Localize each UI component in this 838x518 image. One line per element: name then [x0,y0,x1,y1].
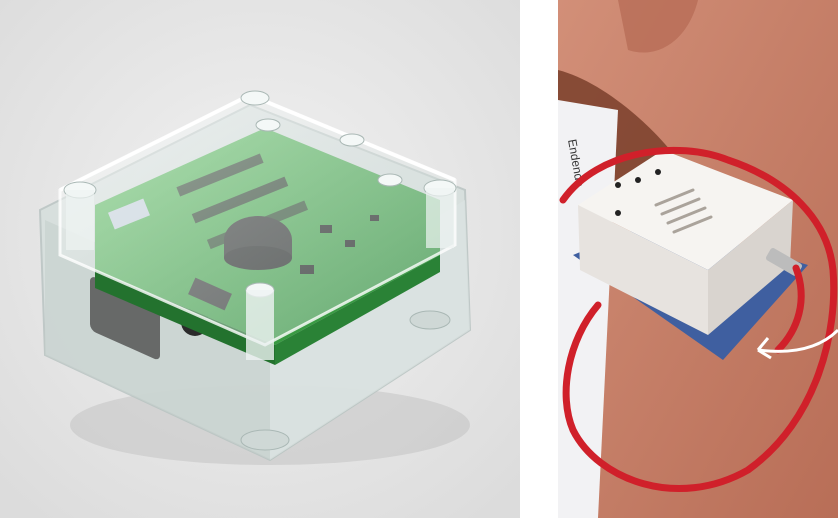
device-photo-illustration: Endende [558,0,838,518]
led-3 [655,169,661,175]
box-top [578,150,793,270]
front-connector [90,277,160,360]
mat-shape-top [618,0,698,53]
panel-divider [520,0,558,518]
right-product-photo: Endende [558,0,838,518]
mat-arrow [757,328,838,353]
box-side [708,200,793,335]
box-front [578,205,708,335]
mat-arrow-head [756,337,772,360]
foot-front [240,429,290,451]
pcb-edge-front [95,270,275,365]
led-4 [615,210,621,216]
vent-slots [654,188,713,234]
foot-right [409,310,451,330]
screw-posts [63,90,457,360]
led-1 [615,182,621,188]
red-cable [559,146,838,493]
red-cable-to-box [774,264,805,354]
acrylic-case-illustration [0,0,520,518]
left-product-photo [0,0,520,518]
led-2 [635,177,641,183]
pcb-edge-right [275,255,440,365]
